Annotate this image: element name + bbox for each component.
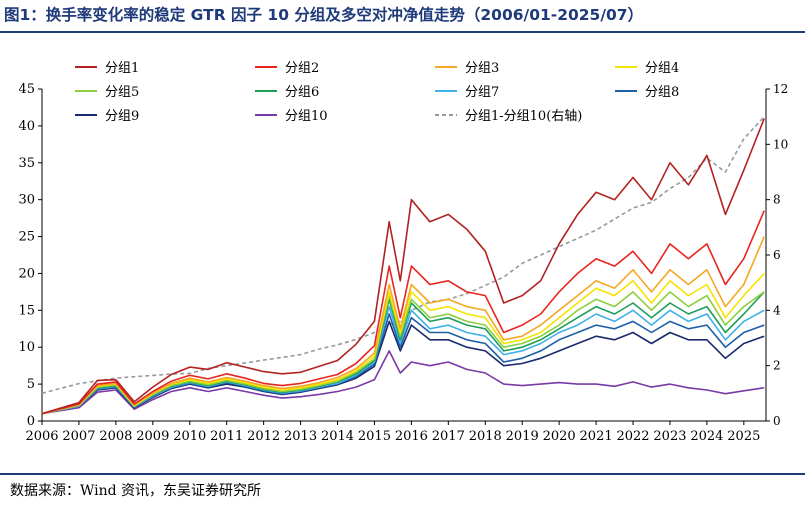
series-line-分组4: [41, 272, 765, 415]
series-line-分组5: [41, 291, 765, 415]
series-line-分组1: [41, 118, 765, 415]
x-tick-label: 2008: [99, 429, 132, 444]
y-left-tick-label: 45: [18, 82, 35, 97]
x-tick-label: 2007: [62, 429, 95, 444]
x-tick-label: 2010: [173, 429, 206, 444]
y-right-tick-label: 8: [773, 193, 781, 207]
source-note: 数据来源：Wind 资讯，东吴证券研究所: [10, 483, 262, 499]
series-line-分组3: [41, 236, 765, 415]
legend-label: 分组2: [285, 61, 319, 76]
y-left-tick-label: 20: [18, 266, 35, 281]
x-tick-label: 2014: [321, 429, 354, 444]
legend-label: 分组9: [105, 109, 139, 124]
y-right-tick-label: 0: [773, 414, 781, 428]
source-rule: [0, 473, 805, 475]
figure-title: 图1：换手率变化率的稳定 GTR 因子 10 分组及多空对冲净值走势（2006/…: [4, 6, 644, 24]
x-tick-label: 2015: [358, 429, 391, 444]
legend-label: 分组1-分组10(右轴): [465, 109, 582, 124]
legend-label: 分组6: [285, 85, 319, 100]
x-tick-label: 2021: [580, 429, 613, 444]
x-tick-label: 2019: [506, 429, 539, 444]
x-tick-label: 2023: [653, 429, 686, 444]
y-left-tick-label: 15: [18, 303, 35, 318]
legend-label: 分组5: [105, 85, 139, 100]
legend-label: 分组10: [285, 109, 328, 124]
series-layer: [41, 116, 765, 415]
x-tick-label: 2013: [284, 429, 317, 444]
y-left-tick-label: 5: [27, 377, 35, 392]
x-tick-label: 2016: [395, 429, 428, 444]
legend-label: 分组3: [465, 61, 499, 76]
legend-label: 分组4: [645, 61, 679, 76]
y-right-tick-label: 2: [773, 359, 781, 373]
x-tick-label: 2012: [247, 429, 280, 444]
y-left-tick-label: 25: [18, 230, 35, 245]
y-left-tick-label: 40: [18, 119, 35, 134]
legend-label: 分组8: [645, 85, 679, 100]
series-line-分组10: [41, 350, 765, 415]
series-line-分组1-分组10(右轴): [41, 116, 765, 395]
y-right-tick-label: 10: [773, 137, 788, 151]
legend-label: 分组1: [105, 61, 139, 76]
y-left-tick-label: 35: [18, 156, 35, 171]
x-tick-label: 2024: [690, 429, 723, 444]
x-tick-label: 2020: [543, 429, 576, 444]
x-tick-label: 2006: [25, 429, 58, 444]
y-right-tick-label: 12: [773, 82, 788, 96]
x-tick-label: 2011: [210, 429, 243, 444]
x-tick-label: 2022: [616, 429, 649, 444]
y-left-tick-label: 10: [18, 340, 35, 355]
x-tick-label: 2009: [136, 429, 169, 444]
x-tick-label: 2018: [469, 429, 502, 444]
y-left-tick-label: 0: [27, 414, 35, 429]
y-left-tick-label: 30: [18, 193, 35, 208]
y-right-tick-label: 6: [773, 248, 781, 262]
y-right-tick-label: 4: [773, 303, 781, 317]
legend: 分组1 分组2 分组3 分组4 分组5 分组6 分组7 分组8 分组9 分组10 分组1-分组10(…: [75, 61, 679, 124]
x-tick-label: 2017: [432, 429, 465, 444]
title-rule: [0, 31, 805, 33]
x-tick-label: 2025: [727, 429, 760, 444]
legend-label: 分组7: [465, 85, 499, 100]
series-line-分组2: [41, 210, 765, 415]
